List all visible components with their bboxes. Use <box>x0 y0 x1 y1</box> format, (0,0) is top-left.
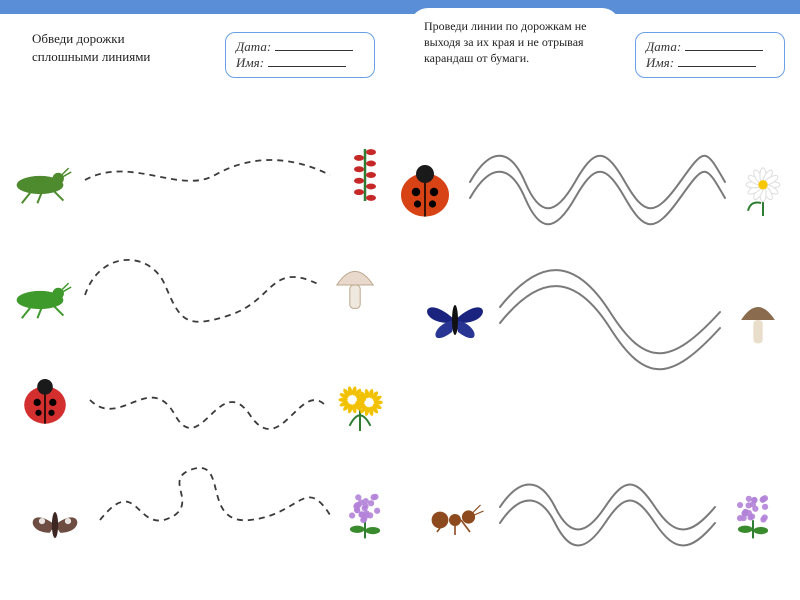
dashed-track <box>85 260 320 322</box>
instruction-cloud-left: Обведи дорожки сплошными линиями <box>18 20 193 75</box>
outline-track <box>470 156 725 209</box>
lilac-bush-icon <box>737 495 768 538</box>
outline-track <box>500 501 715 546</box>
name-label-left: Имя: <box>236 55 264 71</box>
instruction-text-right: Проведи линии по дорожкам не выходя за и… <box>424 19 586 65</box>
instruction-text-left: Обведи дорожки сплошными линиями <box>32 31 150 64</box>
date-label-right: Дата: <box>646 39 681 55</box>
ladybug-icon <box>24 379 66 424</box>
dashed-track <box>100 468 330 521</box>
instruction-cloud-right: Проведи линии по дорожкам не выходя за и… <box>410 8 620 77</box>
date-blank-right[interactable] <box>685 39 763 51</box>
blue-butterfly-icon <box>427 305 483 338</box>
date-label-left: Дата: <box>236 39 271 55</box>
outline-track <box>500 270 720 353</box>
dashed-track <box>90 398 325 429</box>
ant-icon <box>432 505 484 535</box>
outline-track <box>500 485 715 530</box>
mushroom-icon <box>337 271 373 308</box>
name-blank-left[interactable] <box>268 55 346 67</box>
beetle-icon <box>401 165 449 217</box>
date-box-left: Дата: Имя: <box>225 32 375 78</box>
grasshopper-icon <box>17 168 72 203</box>
daisy-icon <box>746 168 780 216</box>
name-label-right: Имя: <box>646 55 674 71</box>
outline-track <box>500 286 720 369</box>
dashed-track <box>85 160 330 181</box>
mantis-icon <box>17 283 72 318</box>
date-box-right: Дата: Имя: <box>635 32 785 78</box>
outline-track <box>470 172 725 225</box>
cloud-tail-icon <box>8 63 68 103</box>
worksheet-canvas <box>0 120 800 600</box>
brown-mushroom-icon <box>741 307 775 343</box>
dandelion-icon <box>338 386 382 431</box>
top-bar <box>0 0 800 14</box>
cloud-tail-icon <box>400 65 460 105</box>
moth-icon <box>33 512 78 538</box>
lilac-icon <box>349 494 380 539</box>
date-blank-left[interactable] <box>275 39 353 51</box>
red-flower-icon <box>354 149 376 201</box>
name-blank-right[interactable] <box>678 55 756 67</box>
